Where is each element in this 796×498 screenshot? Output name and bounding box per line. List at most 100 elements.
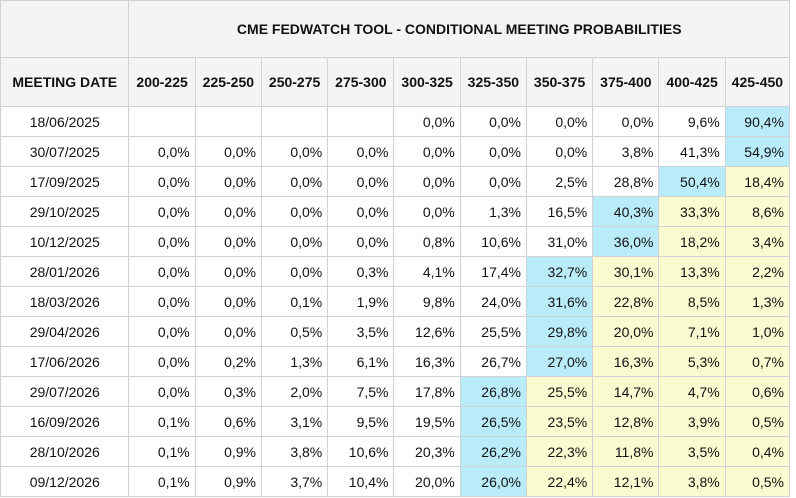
probability-cell: 0,0% (260, 166, 329, 197)
probability-cell: 24,0% (459, 286, 527, 317)
probability-cell: 1,3% (724, 286, 791, 317)
probability-cell: 0,0% (260, 136, 329, 167)
probability-cell: 0,0% (128, 376, 196, 407)
probability-cell: 0,6% (724, 376, 791, 407)
probability-cell: 28,8% (592, 166, 660, 197)
probability-cell: 10,6% (327, 436, 395, 467)
probability-cell: 20,0% (592, 316, 660, 347)
probability-cell: 18,4% (724, 166, 791, 197)
probability-cell (260, 106, 329, 137)
probability-cell: 17,4% (459, 256, 527, 287)
probability-cell: 0,0% (393, 196, 461, 227)
probability-cell: 9,8% (393, 286, 461, 317)
probability-cell: 3,5% (327, 316, 395, 347)
probability-cell: 0,0% (128, 256, 196, 287)
probability-cell: 0,0% (525, 106, 594, 137)
probability-cell: 50,4% (658, 166, 726, 197)
rate-range-header: 350-375 (525, 57, 594, 107)
probability-cell: 25,5% (459, 316, 527, 347)
probability-cell: 22,8% (592, 286, 660, 317)
probability-cell: 32,7% (525, 256, 594, 287)
rate-range-header: 225-250 (194, 57, 262, 107)
probability-cell: 0,8% (393, 226, 461, 257)
probability-cell: 3,9% (658, 406, 726, 437)
probability-cell (327, 106, 395, 137)
probability-cell: 30,1% (592, 256, 660, 287)
table-row: 28/01/2026 0,0% 0,0% 0,0% 0,3% 4,1% 17,4% 32,7%… (0, 256, 791, 287)
probability-cell: 8,5% (658, 286, 726, 317)
probability-cell: 6,1% (327, 346, 395, 377)
probability-cell: 0,0% (194, 196, 262, 227)
probability-cell: 0,0% (525, 136, 594, 167)
probability-cell: 31,0% (525, 226, 594, 257)
probability-cell: 3,5% (658, 436, 726, 467)
probability-cell: 0,0% (194, 286, 262, 317)
probability-cell: 25,5% (525, 376, 594, 407)
probability-cell: 1,0% (724, 316, 791, 347)
table-row: 18/06/2025 0,0% 0,0% 0,0% 0,0% 9,6% 90,4% (0, 106, 791, 137)
meeting-date-cell: 09/12/2026 (0, 466, 130, 497)
probability-cell: 40,3% (592, 196, 660, 227)
probability-cell: 0,0% (260, 196, 329, 227)
probability-cell: 26,2% (459, 436, 527, 467)
probability-cell: 0,0% (194, 136, 262, 167)
probability-cell: 2,0% (260, 376, 329, 407)
meeting-date-cell: 28/01/2026 (0, 256, 130, 287)
probability-cell: 0,1% (260, 286, 329, 317)
probability-cell: 3,1% (260, 406, 329, 437)
probability-cell: 90,4% (724, 106, 791, 137)
probability-cell: 0,0% (260, 256, 329, 287)
table-row: 18/03/2026 0,0% 0,0% 0,1% 1,9% 9,8% 24,0% 31,6%… (0, 286, 791, 317)
probability-cell: 0,5% (724, 466, 791, 497)
meeting-date-cell: 16/09/2026 (0, 406, 130, 437)
meeting-date-cell: 29/10/2025 (0, 196, 130, 227)
table-row: 09/12/2026 0,1% 0,9% 3,7% 10,4% 20,0% 26,0% 22,… (0, 466, 791, 497)
probability-cell: 0,0% (459, 166, 527, 197)
probability-cell: 0,0% (194, 316, 262, 347)
probability-cell: 0,0% (128, 166, 196, 197)
probability-cell: 0,7% (724, 346, 791, 377)
probability-cell: 0,0% (327, 166, 395, 197)
probability-cell: 12,8% (592, 406, 660, 437)
probability-cell: 3,8% (658, 466, 726, 497)
probability-cell: 0,0% (327, 136, 395, 167)
probability-cell: 0,9% (194, 466, 262, 497)
probability-cell: 1,3% (260, 346, 329, 377)
probability-cell: 0,2% (194, 346, 262, 377)
probability-cell: 27,0% (525, 346, 594, 377)
probability-cell: 0,4% (724, 436, 791, 467)
probability-cell: 0,0% (459, 136, 527, 167)
probability-cell: 2,5% (525, 166, 594, 197)
probability-cell: 7,1% (658, 316, 726, 347)
probability-cell: 22,3% (525, 436, 594, 467)
table-row: 29/10/2025 0,0% 0,0% 0,0% 0,0% 0,0% 1,3% 16,5% 4… (0, 196, 791, 227)
probability-cell: 0,0% (194, 166, 262, 197)
meeting-date-cell: 17/06/2026 (0, 346, 130, 377)
probability-cell: 0,6% (194, 406, 262, 437)
probability-cell: 33,3% (658, 196, 726, 227)
probability-cell: 0,0% (393, 136, 461, 167)
probability-cell: 17,8% (393, 376, 461, 407)
table-row: 28/10/2026 0,1% 0,9% 3,8% 10,6% 20,3% 26,2% 22,… (0, 436, 791, 467)
probability-cell: 8,6% (724, 196, 791, 227)
probability-cell: 10,4% (327, 466, 395, 497)
table-row: 29/07/2026 0,0% 0,3% 2,0% 7,5% 17,8% 26,8% 25,5… (0, 376, 791, 407)
probability-cell: 0,3% (327, 256, 395, 287)
table-row: 17/06/2026 0,0% 0,2% 1,3% 6,1% 16,3% 26,7% 27,0… (0, 346, 791, 377)
probability-cell: 0,3% (194, 376, 262, 407)
meeting-date-cell: 17/09/2025 (0, 166, 130, 197)
rate-range-header: 400-425 (658, 57, 726, 107)
table-row: 30/07/2025 0,0% 0,0% 0,0% 0,0% 0,0% 0,0% 0,0% 3,… (0, 136, 791, 167)
probability-cell (128, 106, 196, 137)
probability-cell: 31,6% (525, 286, 594, 317)
probability-cell: 1,3% (459, 196, 527, 227)
probability-cell: 0,0% (128, 346, 196, 377)
table-title: CME FEDWATCH TOOL - CONDITIONAL MEETING … (128, 0, 790, 58)
probability-cell: 0,0% (592, 106, 660, 137)
rate-range-header: 375-400 (592, 57, 660, 107)
probability-cell: 9,5% (327, 406, 395, 437)
probability-cell: 16,3% (592, 346, 660, 377)
table-row: 16/09/2026 0,1% 0,6% 3,1% 9,5% 19,5% 26,5% 23,5… (0, 406, 791, 437)
probability-cell: 0,9% (194, 436, 262, 467)
probability-cell: 0,0% (194, 226, 262, 257)
